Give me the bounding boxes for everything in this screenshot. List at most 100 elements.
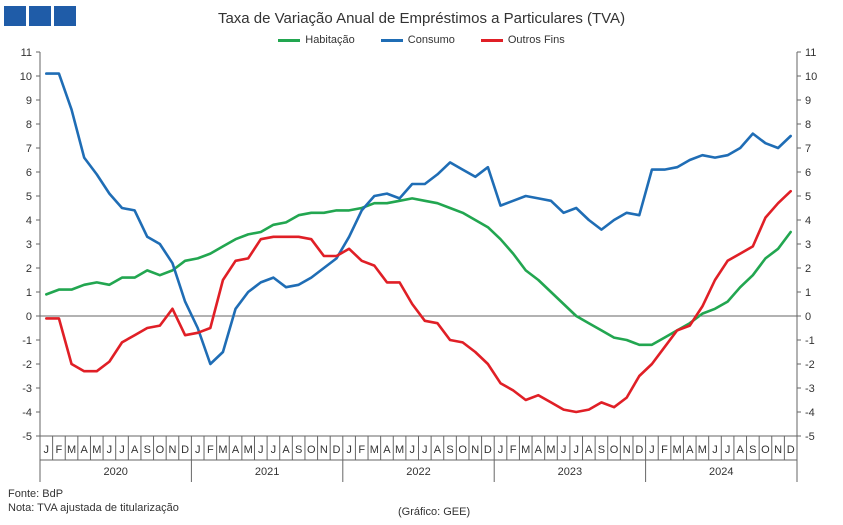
y-tick-label-right: 5	[805, 191, 811, 203]
legend-swatch-habitacao	[278, 38, 301, 42]
logo-square-3	[54, 6, 76, 26]
month-label: J	[422, 444, 428, 456]
chart-title: Taxa de Variação Anual de Empréstimos a …	[217, 10, 626, 27]
month-label: N	[471, 444, 479, 456]
y-tick-label-right: 8	[805, 119, 811, 131]
month-label: N	[320, 444, 328, 456]
month-label: M	[218, 444, 227, 456]
month-label: M	[244, 444, 253, 456]
month-label: A	[282, 444, 290, 456]
month-label: M	[370, 444, 379, 456]
month-label: J	[258, 444, 264, 456]
month-label: O	[610, 444, 619, 456]
legend-item-consumo: Consumo	[380, 34, 455, 46]
series-line-habitacao	[45, 197, 792, 347]
month-label: J	[119, 444, 125, 456]
legend-label-outros: Outros Fins	[507, 34, 565, 46]
y-tick-label-left: 11	[21, 47, 32, 59]
month-label: F	[661, 444, 668, 456]
y-tick-label-right: -5	[805, 431, 815, 443]
y-tick-label-right: 6	[805, 167, 811, 179]
y-tick-label-left: 1	[26, 287, 32, 299]
month-label: A	[80, 444, 88, 456]
month-label: J	[649, 444, 655, 456]
month-label: M	[698, 444, 707, 456]
y-tick-label-right: 10	[805, 71, 817, 83]
month-label: O	[761, 444, 770, 456]
month-label: J	[561, 444, 567, 456]
y-tick-label-left: -4	[22, 407, 32, 419]
month-label: J	[409, 444, 415, 456]
y-tick-label-left: 6	[26, 167, 32, 179]
month-label: A	[585, 444, 593, 456]
chart-credit: (Gráfico: GEE)	[398, 506, 471, 518]
month-label: J	[44, 444, 50, 456]
month-label: N	[774, 444, 782, 456]
month-label: D	[333, 444, 341, 456]
legend-swatch-outros	[480, 38, 503, 42]
y-tick-label-right: 1	[805, 287, 811, 299]
year-label: 2022	[406, 466, 430, 478]
y-tick-label-left: -5	[22, 431, 32, 443]
month-label: J	[498, 444, 504, 456]
y-tick-label-left: 8	[26, 119, 32, 131]
month-label: S	[144, 444, 151, 456]
y-tick-label-left: 2	[26, 263, 32, 275]
month-label: J	[725, 444, 731, 456]
series-line-outros-fins	[45, 189, 792, 414]
month-label: F	[510, 444, 517, 456]
month-label: A	[434, 444, 442, 456]
month-label: J	[712, 444, 718, 456]
legend-item-outros: Outros Fins	[480, 34, 565, 46]
y-tick-label-right: 3	[805, 239, 811, 251]
month-label: F	[56, 444, 63, 456]
y-tick-label-left: 4	[26, 215, 32, 227]
legend-label-consumo: Consumo	[407, 34, 455, 46]
month-label: F	[207, 444, 214, 456]
month-label: O	[156, 444, 165, 456]
month-label: J	[107, 444, 113, 456]
year-label: 2023	[558, 466, 582, 478]
y-tick-label-left: 7	[26, 143, 32, 155]
y-tick-label-right: 4	[805, 215, 811, 227]
footnote: Nota: TVA ajustada de titularização	[8, 502, 179, 514]
month-label: D	[635, 444, 643, 456]
month-label: N	[623, 444, 631, 456]
month-label: A	[383, 444, 391, 456]
logo	[4, 6, 76, 26]
month-label: A	[737, 444, 745, 456]
month-label: A	[535, 444, 543, 456]
month-label: J	[195, 444, 201, 456]
month-label: S	[749, 444, 756, 456]
source-note: Fonte: BdP	[8, 488, 64, 500]
month-label: J	[271, 444, 277, 456]
legend-item-habitacao: Habitação	[278, 34, 355, 46]
year-label: 2021	[255, 466, 279, 478]
month-label: S	[598, 444, 605, 456]
month-label: M	[395, 444, 404, 456]
y-tick-label-left: -2	[22, 359, 32, 371]
legend-swatch-consumo	[380, 38, 403, 42]
month-label: O	[458, 444, 467, 456]
month-label: M	[521, 444, 530, 456]
series-line-consumo	[45, 72, 792, 366]
y-tick-label-right: -3	[805, 383, 815, 395]
y-tick-label-left: 3	[26, 239, 32, 251]
y-tick-label-left: 5	[26, 191, 32, 203]
month-label: O	[307, 444, 316, 456]
month-label: D	[484, 444, 492, 456]
month-label: J	[573, 444, 579, 456]
month-label: J	[346, 444, 352, 456]
month-label: D	[181, 444, 189, 456]
month-label: M	[673, 444, 682, 456]
legend-label-habitacao: Habitação	[305, 34, 355, 46]
month-label: M	[67, 444, 76, 456]
y-tick-label-right: 2	[805, 263, 811, 275]
month-label: M	[546, 444, 555, 456]
month-label: N	[168, 444, 176, 456]
year-label: 2024	[709, 466, 733, 478]
y-tick-label-right: -1	[805, 335, 815, 347]
y-tick-label-right: -2	[805, 359, 815, 371]
month-label: A	[131, 444, 139, 456]
month-label: F	[358, 444, 365, 456]
